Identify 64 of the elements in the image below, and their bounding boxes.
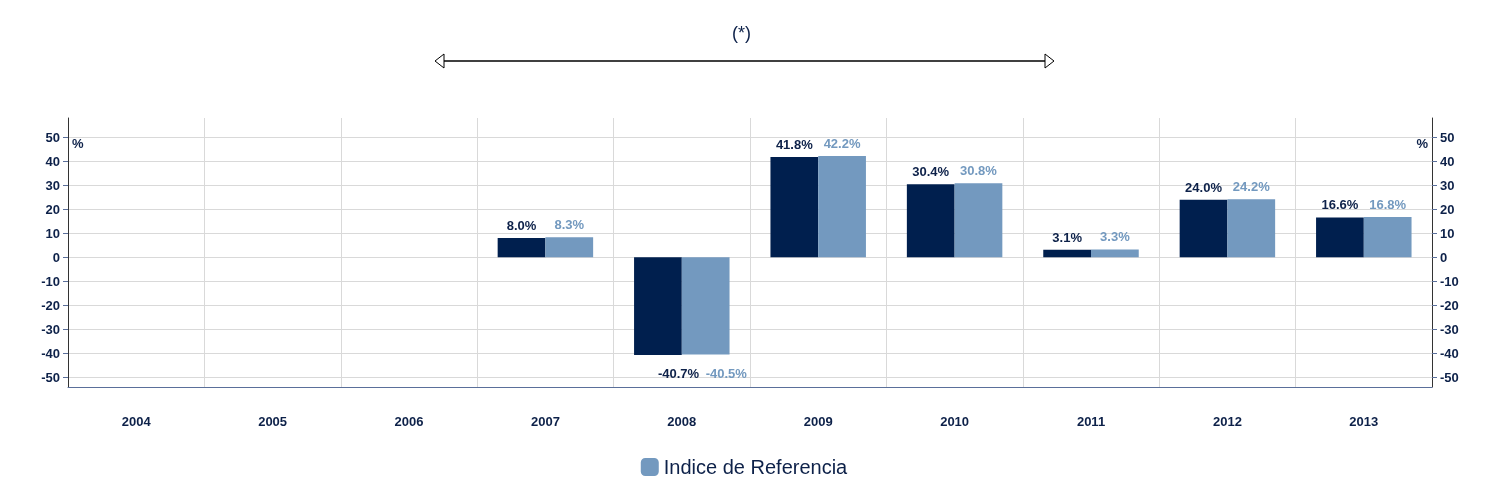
- data-label: 30.4%: [912, 164, 950, 180]
- data-label: 24.2%: [1232, 179, 1271, 195]
- data-label: 41.8%: [775, 136, 814, 152]
- y2-tick-label: 30: [1440, 177, 1455, 193]
- y-tick-label: 30: [45, 177, 60, 193]
- bar: [1091, 249, 1139, 258]
- y-tick-label: -20: [41, 297, 60, 313]
- y2-axis-title: %: [1416, 136, 1429, 151]
- bar: [954, 183, 1003, 258]
- y2-tick-label: 50: [1440, 129, 1455, 145]
- x-tick-label: 2010: [940, 414, 970, 429]
- y-tick-label: -40: [41, 345, 60, 361]
- y2-tick-label: 10: [1440, 225, 1455, 241]
- bar: [497, 238, 546, 258]
- x-tick-label: 2006: [394, 414, 424, 429]
- y-tick-label: 10: [45, 225, 60, 241]
- x-tick-label: 2013: [1349, 414, 1379, 429]
- data-label: 24.0%: [1185, 179, 1223, 195]
- bar: [681, 257, 730, 355]
- y2-tick-label: 40: [1440, 153, 1455, 169]
- data-label: 8.3%: [554, 217, 585, 233]
- data-label: 42.2%: [823, 135, 861, 151]
- data-label: -40.5%: [705, 365, 748, 381]
- y-tick-label: 40: [45, 153, 60, 169]
- legend-label: Indice de Referencia: [663, 456, 849, 478]
- data-label: 8.0%: [506, 218, 537, 234]
- data-label: -40.7%: [657, 366, 700, 382]
- bar: [545, 237, 594, 258]
- y-tick-label: -10: [41, 273, 60, 289]
- x-tick-label: 2011: [1076, 414, 1106, 429]
- text: (*): [732, 23, 751, 43]
- bar: [1227, 199, 1276, 258]
- bar: [1316, 217, 1364, 258]
- x-tick-label: 2009: [803, 414, 833, 429]
- bar: [634, 257, 682, 356]
- x-tick-label: 2007: [530, 414, 560, 429]
- y-axis-title: %: [72, 136, 84, 151]
- data-label: 3.1%: [1052, 229, 1083, 245]
- y2-tick-label: -20: [1440, 297, 1459, 313]
- data-label: 3.3%: [1100, 229, 1131, 245]
- bar: [770, 156, 819, 258]
- y2-tick-label: 20: [1440, 201, 1455, 217]
- y-tick-label: 20: [45, 201, 60, 217]
- data-label: 30.8%: [960, 163, 998, 179]
- x-tick-label: 2005: [258, 414, 288, 429]
- y-tick-label: 50: [45, 129, 60, 145]
- x-tick-label: 2012: [1212, 414, 1242, 429]
- y-tick-label: 0: [52, 249, 60, 265]
- x-tick-label: 2004: [121, 414, 152, 429]
- y2-tick-label: -30: [1440, 321, 1459, 337]
- bar: [1179, 199, 1228, 258]
- y2-tick-label: -40: [1440, 345, 1459, 361]
- y2-tick-label: -10: [1440, 273, 1459, 289]
- bar: [906, 184, 955, 258]
- y2-tick-label: 0: [1440, 249, 1448, 265]
- bar: [818, 155, 866, 258]
- x-tick-label: 2008: [667, 414, 697, 429]
- data-label: 16.8%: [1369, 196, 1407, 212]
- bar: [1043, 249, 1091, 258]
- bar: [1363, 216, 1412, 258]
- y-tick-label: -50: [41, 369, 60, 385]
- y2-tick-label: -50: [1440, 369, 1459, 385]
- y-tick-label: -30: [41, 321, 60, 337]
- data-label: 16.6%: [1321, 197, 1359, 213]
